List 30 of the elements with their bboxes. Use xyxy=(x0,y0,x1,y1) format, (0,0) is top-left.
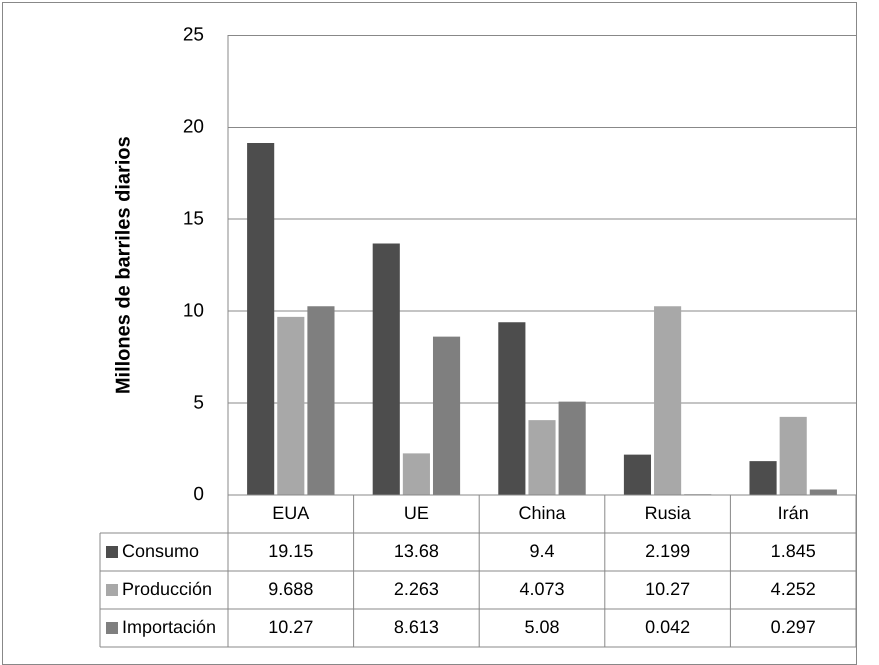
data-label: 0.297 xyxy=(770,616,816,637)
y-tick-label: 0 xyxy=(193,484,204,506)
legend-label: Importación xyxy=(122,616,216,637)
data-label: 19.15 xyxy=(268,540,314,561)
y-tick-label: 15 xyxy=(182,208,204,230)
data-label: 2.199 xyxy=(645,540,690,561)
y-axis-title: Millones de barriles diarios xyxy=(112,136,135,394)
x-tick-label: UE xyxy=(404,502,429,523)
x-tick-label: Irán xyxy=(778,502,809,523)
data-label: 9.4 xyxy=(529,540,555,561)
data-label: 0.042 xyxy=(645,616,690,637)
data-label: 1.845 xyxy=(770,540,816,561)
data-label: 9.688 xyxy=(268,578,314,599)
data-label: 10.27 xyxy=(645,578,690,599)
data-label: 13.68 xyxy=(394,540,439,561)
data-label: 4.073 xyxy=(519,578,565,599)
y-tick-label: 25 xyxy=(182,24,204,46)
x-tick-label: Rusia xyxy=(644,502,692,523)
data-label: 5.08 xyxy=(524,616,560,637)
legend-label: Consumo xyxy=(122,540,200,561)
data-label: 2.263 xyxy=(394,578,439,599)
data-label: 8.613 xyxy=(394,616,439,637)
y-tick-label: 5 xyxy=(193,392,204,414)
x-tick-label: EUA xyxy=(272,502,310,523)
legend-label: Producción xyxy=(122,578,212,599)
data-label: 4.252 xyxy=(770,578,816,599)
x-tick-label: China xyxy=(518,502,567,523)
data-label: 10.27 xyxy=(268,616,314,637)
y-tick-label: 10 xyxy=(182,300,204,322)
y-tick-label: 20 xyxy=(182,116,204,138)
